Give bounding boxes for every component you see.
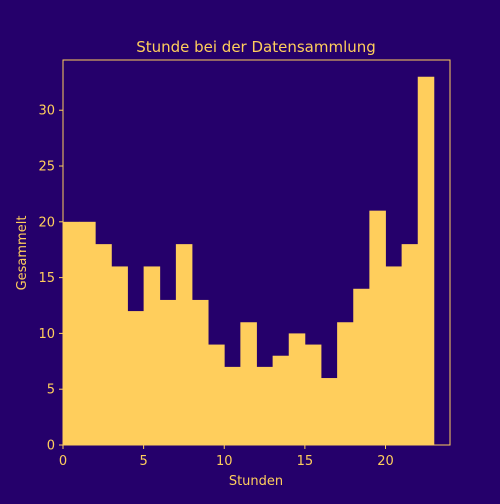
x-axis-ticks: 0 5 10 15 20 <box>59 445 394 469</box>
histogram-bar <box>337 322 354 445</box>
histogram-bar <box>111 266 128 445</box>
histogram-bar <box>208 344 225 445</box>
y-tick-label: 20 <box>38 215 55 230</box>
x-tick-label: 15 <box>297 454 314 469</box>
y-tick-label: 5 <box>47 383 55 398</box>
histogram-bar <box>127 311 145 445</box>
histogram-bar <box>175 244 193 445</box>
y-tick-label: 0 <box>47 439 55 454</box>
y-tick-label: 10 <box>38 327 55 342</box>
x-axis-label: Stunden <box>229 474 283 489</box>
y-tick-label: 15 <box>38 271 55 286</box>
y-tick-label: 30 <box>38 104 55 119</box>
plot-frame <box>62 59 451 446</box>
x-tick-label: 20 <box>377 454 394 469</box>
histogram-bar <box>240 322 257 445</box>
x-tick-label: 10 <box>216 454 233 469</box>
histogram-bar <box>304 344 322 445</box>
histogram-bar <box>95 244 112 445</box>
histogram-bar <box>272 355 290 445</box>
histogram-bar <box>224 366 241 445</box>
histogram-bar <box>385 266 403 445</box>
histogram-bar <box>256 366 274 445</box>
histogram-bar <box>159 299 177 445</box>
y-axis-ticks: 0 5 10 15 20 25 30 <box>38 104 63 454</box>
x-tick-label: 0 <box>59 454 67 469</box>
chart-title: Stunde bei der Datensammlung <box>136 38 376 56</box>
histogram-bar <box>369 210 386 445</box>
histogram-bar <box>401 244 419 445</box>
y-tick-label: 25 <box>38 160 55 175</box>
bars-group <box>63 76 435 445</box>
histogram-bar <box>63 221 80 445</box>
histogram-bar <box>353 288 370 445</box>
x-tick-label: 5 <box>139 454 147 469</box>
histogram-bar <box>417 76 435 445</box>
histogram-bar <box>143 266 161 445</box>
y-axis-label: Gesammelt <box>15 216 30 291</box>
histogram-bar <box>288 333 306 445</box>
histogram-bar <box>79 221 96 445</box>
histogram-bar <box>321 378 338 445</box>
histogram-bar <box>192 299 209 445</box>
